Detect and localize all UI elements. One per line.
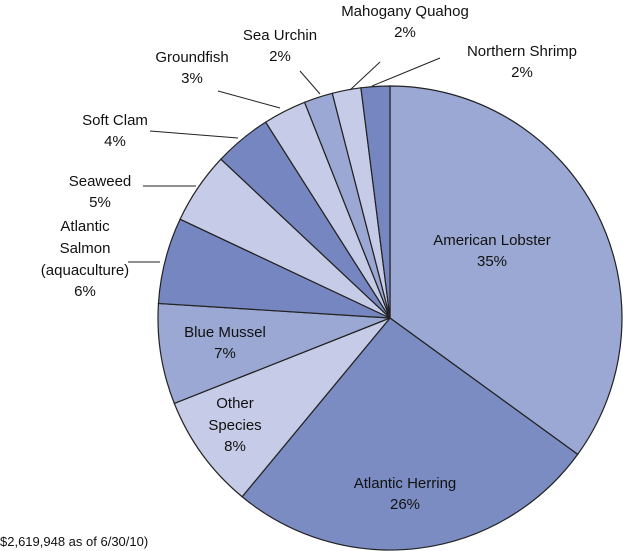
value-label: 6% — [74, 283, 96, 300]
value-label: 7% — [214, 345, 236, 362]
slice-label: Blue Mussel — [184, 324, 266, 341]
value-label: 3% — [181, 70, 203, 87]
value-label: 2% — [394, 24, 416, 41]
value-label: 2% — [511, 64, 533, 81]
pie-slice — [389, 85, 623, 456]
pie-slice — [157, 302, 391, 405]
leader-line — [299, 70, 321, 95]
leader-line — [371, 57, 441, 87]
slice-label: American Lobster — [433, 232, 551, 249]
slice-label: Other Species — [208, 395, 261, 434]
slice-label: Northern Shrimp — [467, 43, 577, 60]
slice-label: Soft Clam — [82, 112, 148, 129]
pie-slice — [360, 85, 391, 319]
value-label: 5% — [89, 194, 111, 211]
value-label: 2% — [269, 48, 291, 65]
value-label: 4% — [104, 133, 126, 150]
value-label: 26% — [390, 496, 420, 513]
note: $2,619,948 as of 6/30/10) — [0, 534, 148, 549]
slice-label: Mahogany Quahog — [341, 3, 469, 20]
slice-label: Seaweed — [69, 173, 132, 190]
slice-label: Atlantic Herring — [354, 475, 457, 492]
slice-label: Atlantic Salmon (aquaculture) — [41, 218, 129, 279]
slice-label: Groundfish — [155, 49, 228, 66]
value-label: 8% — [224, 438, 246, 455]
pie-slice — [241, 317, 579, 551]
leader-line — [217, 90, 281, 109]
leader-line — [149, 130, 239, 139]
pie-slice — [173, 317, 391, 498]
slice-label: Sea Urchin — [243, 27, 317, 44]
value-label: 35% — [477, 253, 507, 270]
leader-line — [349, 61, 381, 91]
